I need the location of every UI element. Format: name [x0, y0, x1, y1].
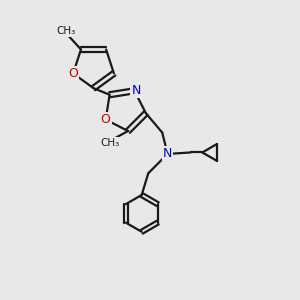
Text: O: O — [68, 67, 78, 80]
Text: N: N — [163, 147, 172, 161]
Text: CH₃: CH₃ — [100, 138, 120, 148]
Text: O: O — [101, 113, 111, 126]
Text: CH₃: CH₃ — [56, 26, 76, 36]
Text: N: N — [131, 84, 141, 97]
